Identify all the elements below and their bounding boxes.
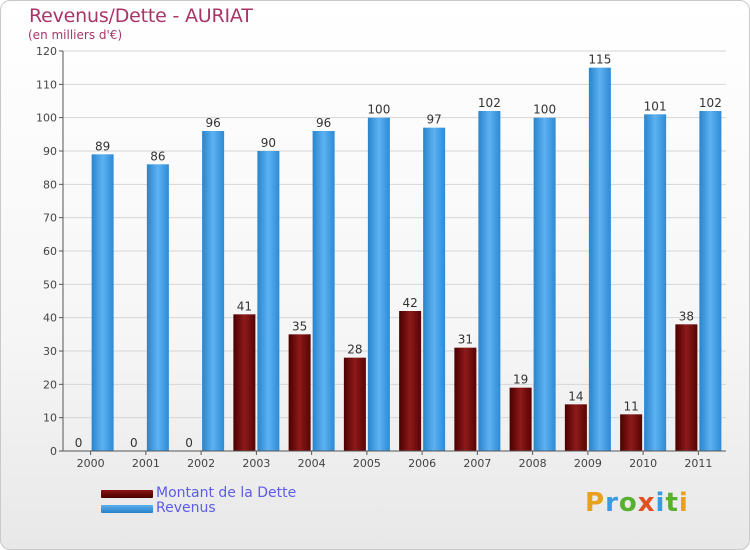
data-label-revenus: 90 — [261, 136, 276, 150]
x-axis: 2000 2001 2002 2003 2004 2005 2006 2007 2008 2009… — [63, 450, 726, 470]
data-label-dette: 11 — [623, 399, 638, 413]
bar-revenus — [91, 154, 114, 452]
x-tick-label: 2009 — [574, 457, 602, 470]
legend-label-revenus: Revenus — [156, 500, 216, 516]
bar-revenus — [312, 131, 335, 451]
data-label-dette: 14 — [568, 389, 583, 403]
bar-dette — [399, 311, 422, 451]
y-axis: 0 10 20 30 40 50 60 70 80 90 100 110 120 — [36, 45, 64, 458]
y-tick-label: 110 — [36, 78, 57, 91]
data-label-revenus: 97 — [426, 113, 441, 127]
x-tick-label: 2005 — [353, 457, 381, 470]
y-tick-label: 60 — [43, 245, 57, 258]
data-label-dette: 35 — [292, 319, 307, 333]
bar-revenus — [699, 111, 722, 451]
x-tick-label: 2002 — [187, 457, 215, 470]
x-tick-label: 2003 — [242, 457, 270, 470]
y-tick-label: 10 — [43, 412, 57, 425]
bar-dette — [675, 324, 698, 451]
y-tick-label: 70 — [43, 212, 57, 225]
bars: 0 89 0 86 0 96 41 90 35 96 28 100 42 97 31 102 19 100 14 11… — [75, 53, 722, 452]
x-tick-label: 2008 — [519, 457, 547, 470]
y-tick-label: 120 — [36, 45, 57, 58]
bar-revenus — [257, 151, 280, 451]
bar-revenus — [644, 114, 667, 451]
data-label-revenus: 100 — [367, 103, 390, 117]
bar-revenus — [367, 117, 390, 452]
x-tick-label: 2007 — [463, 457, 491, 470]
data-label-revenus: 100 — [533, 103, 556, 117]
data-label-dette: 41 — [237, 299, 252, 313]
chart-title: Revenus/Dette - AURIAT — [29, 5, 253, 27]
data-label-dette: 38 — [679, 309, 694, 323]
y-tick-label: 100 — [36, 112, 57, 125]
bar-revenus — [146, 164, 169, 452]
data-label-dette: 0 — [185, 436, 193, 450]
bar-revenus — [478, 111, 501, 451]
grid-lines — [63, 50, 726, 452]
data-label-revenus: 102 — [699, 96, 722, 110]
y-tick-label: 0 — [50, 445, 57, 458]
chart-subtitle: (en milliers d'€) — [28, 28, 123, 42]
data-label-revenus: 89 — [95, 139, 110, 153]
data-label-dette: 42 — [402, 296, 417, 310]
data-label-dette: 31 — [458, 333, 473, 347]
data-label-dette: 0 — [75, 436, 83, 450]
data-label-revenus: 86 — [150, 149, 165, 163]
legend-label-dette: Montant de la Dette — [156, 485, 297, 501]
bar-revenus — [202, 131, 225, 451]
y-tick-label: 20 — [43, 378, 57, 391]
x-tick-label: 2001 — [132, 457, 160, 470]
bar-dette — [233, 314, 256, 451]
data-label-dette: 19 — [513, 373, 528, 387]
proxiti-logo: Proxiti — [585, 488, 689, 518]
data-label-revenus: 102 — [478, 96, 501, 110]
x-tick-label: 2000 — [77, 457, 105, 470]
bar-dette — [288, 334, 311, 451]
x-tick-label: 2011 — [684, 457, 712, 470]
x-tick-label: 2004 — [298, 457, 326, 470]
y-tick-label: 80 — [43, 178, 57, 191]
y-tick-label: 90 — [43, 145, 57, 158]
data-label-dette: 28 — [347, 343, 362, 357]
y-tick-label: 30 — [43, 345, 57, 358]
data-label-dette: 0 — [130, 436, 138, 450]
data-label-revenus: 96 — [205, 116, 220, 130]
bar-dette — [509, 387, 532, 451]
bar-dette — [454, 347, 477, 451]
legend-swatch-revenus — [101, 505, 153, 513]
y-tick-label: 50 — [43, 278, 57, 291]
bar-dette — [620, 414, 643, 451]
y-tick-label: 40 — [43, 312, 57, 325]
bar-revenus — [588, 67, 611, 452]
data-label-revenus: 115 — [588, 53, 611, 67]
bar-revenus — [423, 127, 446, 452]
bar-dette — [564, 404, 587, 451]
bar-dette — [343, 357, 366, 451]
data-label-revenus: 101 — [644, 99, 667, 113]
x-tick-label: 2010 — [629, 457, 657, 470]
data-label-revenus: 96 — [316, 116, 331, 130]
x-tick-label: 2006 — [408, 457, 436, 470]
legend-swatch-dette — [101, 490, 153, 498]
bar-revenus — [533, 117, 556, 452]
